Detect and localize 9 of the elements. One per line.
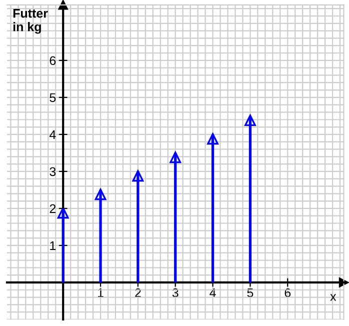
- x-tick-label: 5: [247, 288, 254, 298]
- y-tick-label: 2: [50, 204, 56, 213]
- y-tick-label: 4: [50, 130, 56, 139]
- y-tick-label: 3: [50, 167, 56, 176]
- y-tick-label: 1: [50, 241, 56, 250]
- x-axis-title: x: [330, 294, 336, 301]
- y-tick-label: 5: [50, 93, 56, 102]
- y-axis-title: Futter in kg: [13, 9, 48, 34]
- y-tick-label: 6: [50, 56, 56, 66]
